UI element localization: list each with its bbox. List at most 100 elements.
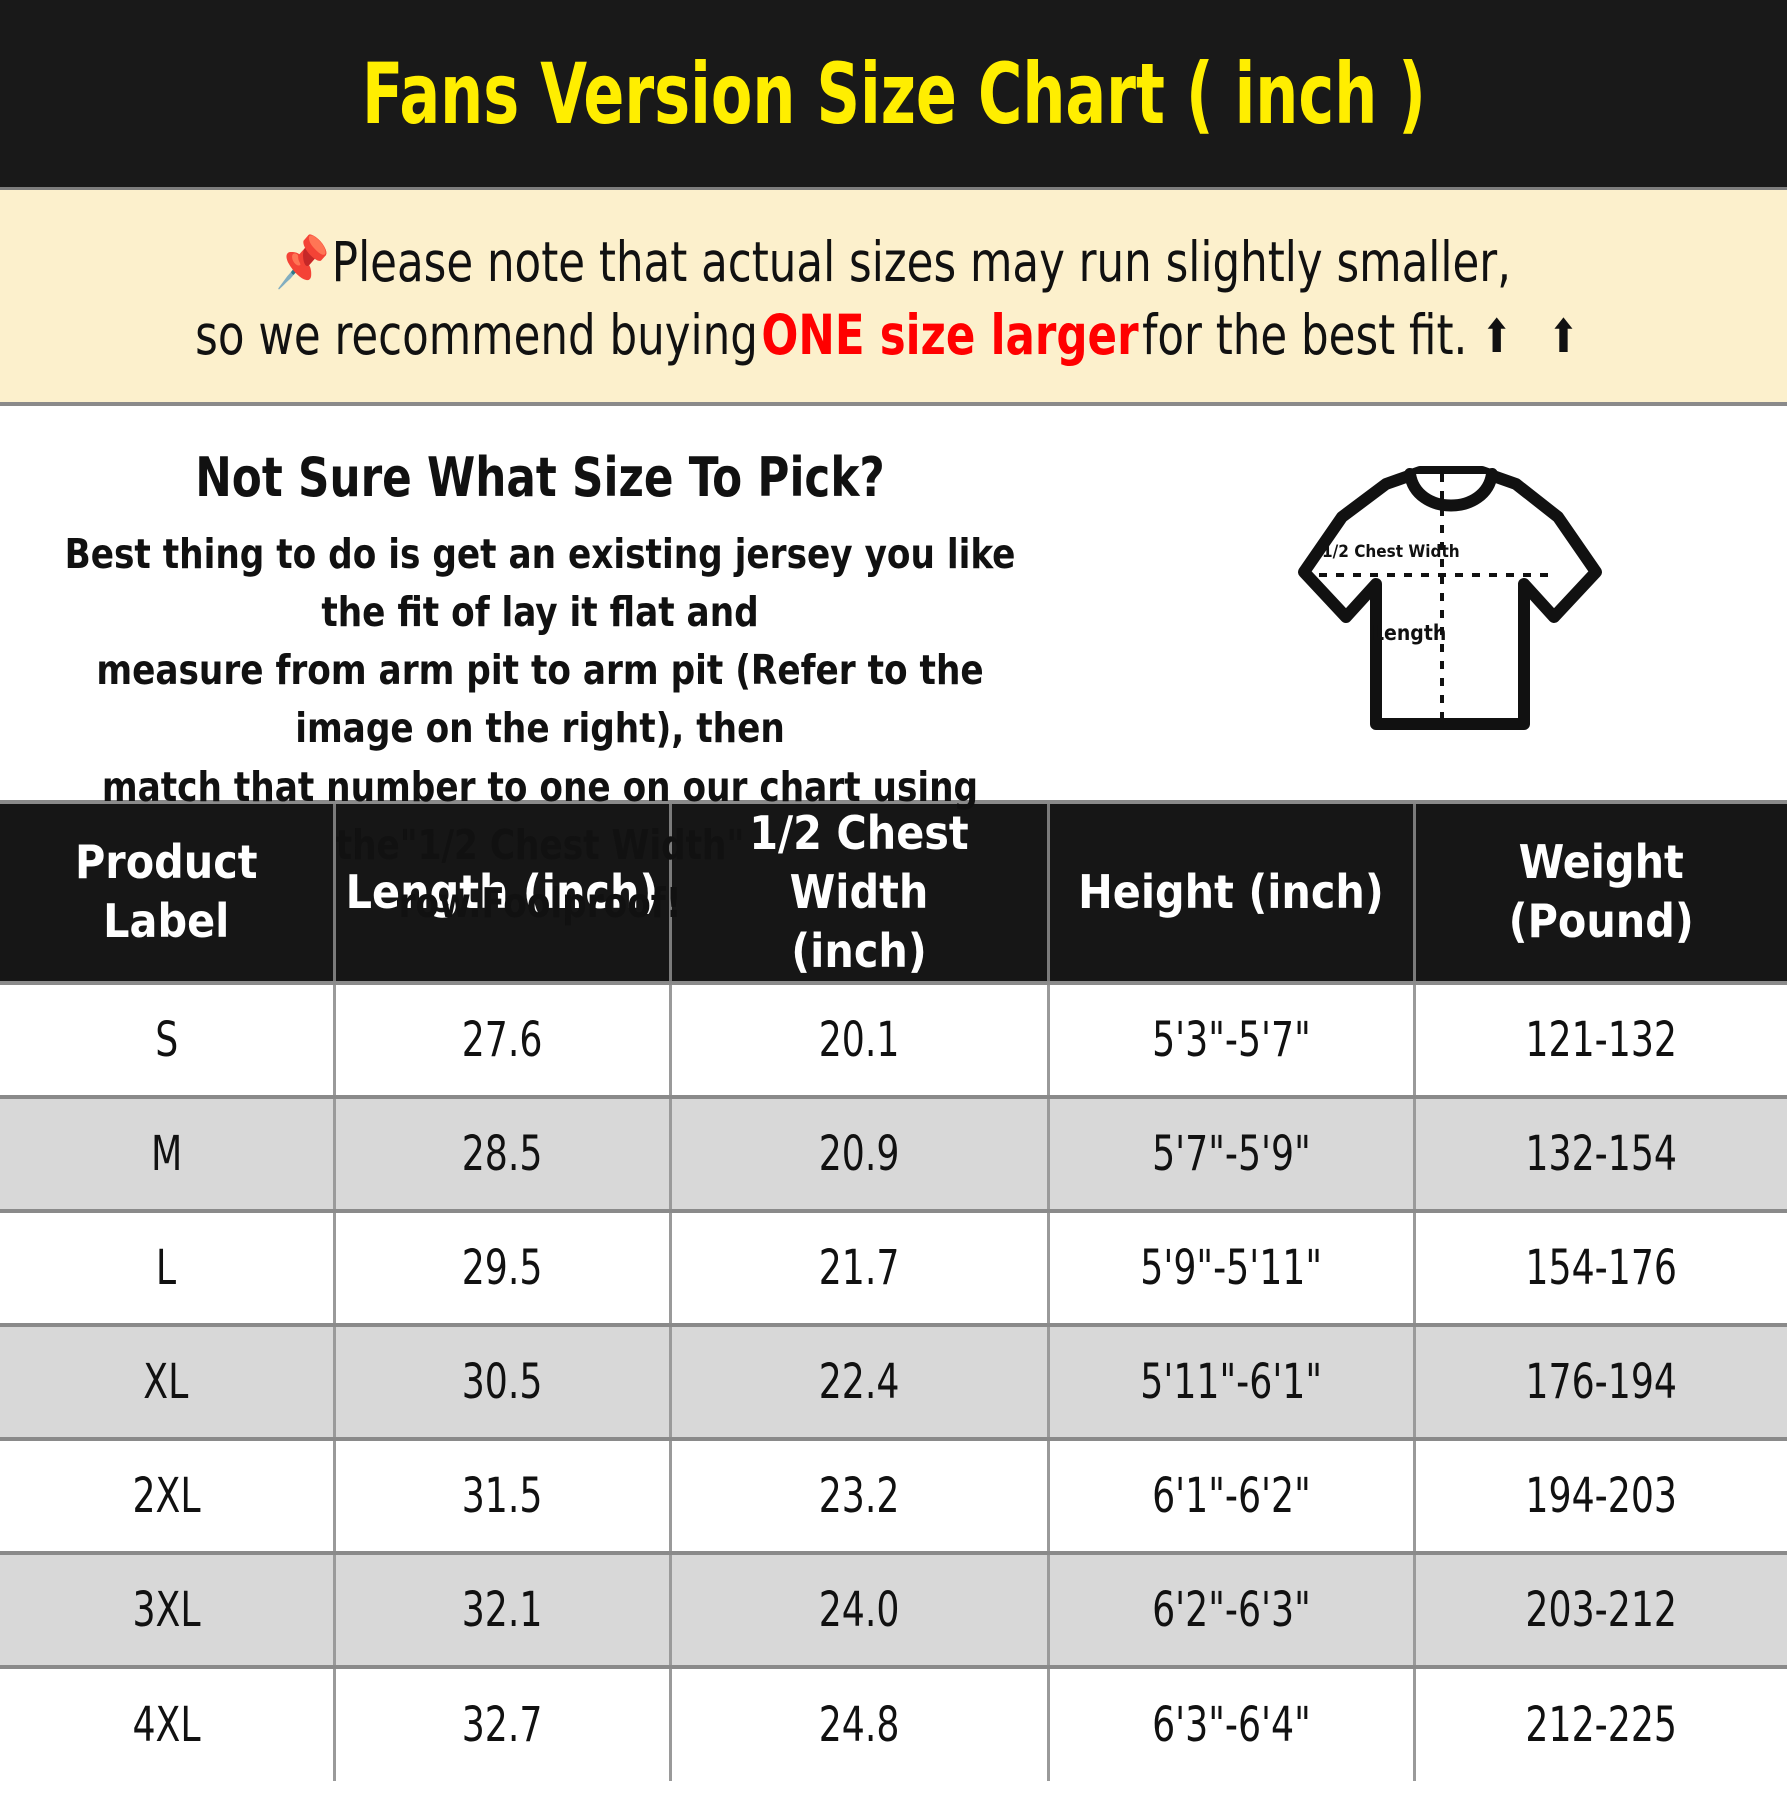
note-line-1: 📌 Please note that actual sizes may run … — [276, 226, 1512, 299]
table-body: S 27.6 20.1 5'3"-5'7" 121-132 M 28.5 20.… — [0, 982, 1787, 1781]
cell-product-label: 3XL — [0, 1552, 336, 1669]
cell-weight: 154-176 — [1414, 1210, 1787, 1327]
cell-text: L — [156, 1239, 177, 1296]
cell-text: 4XL — [132, 1696, 201, 1753]
cell-text: 5'9"-5'11" — [1140, 1239, 1322, 1296]
cell-text: 24.0 — [818, 1581, 900, 1638]
cell-text: 28.5 — [461, 1125, 543, 1182]
cell-text: 6'1"-6'2" — [1151, 1467, 1311, 1524]
cell-text: 21.7 — [818, 1239, 900, 1296]
cell-chest-width: 20.9 — [670, 1096, 1050, 1213]
cell-product-label: M — [0, 1096, 336, 1213]
header-line: (Pound) — [1508, 894, 1694, 949]
tshirt-body-shape — [1297, 466, 1602, 730]
sizing-help-text: Not Sure What Size To Pick? Best thing t… — [0, 406, 1080, 927]
cell-product-label: S — [0, 982, 336, 1099]
cell-product-label: 4XL — [0, 1666, 336, 1781]
header-line: Height (inch) — [1078, 864, 1384, 919]
header-line: (inch) — [791, 923, 927, 978]
cell-height: 6'3"-6'4" — [1048, 1666, 1416, 1781]
cell-text: 23.2 — [818, 1467, 900, 1524]
cell-text: 5'11"-6'1" — [1140, 1353, 1322, 1410]
column-header-length: Length (inch) — [334, 804, 672, 985]
cell-text: 6'2"-6'3" — [1151, 1581, 1311, 1638]
cell-text: 22.4 — [818, 1353, 900, 1410]
cell-text: 29.5 — [461, 1239, 543, 1296]
cell-length: 30.5 — [334, 1324, 672, 1441]
table-row: L 29.5 21.7 5'9"-5'11" 154-176 — [0, 1210, 1787, 1327]
sizing-help-paragraph: Best thing to do is get an existing jers… — [51, 525, 1029, 933]
cell-length: 28.5 — [334, 1096, 672, 1213]
cell-product-label: L — [0, 1210, 336, 1327]
cell-text: S — [154, 1011, 178, 1068]
column-header-height: Height (inch) — [1048, 804, 1416, 985]
cell-height: 6'2"-6'3" — [1048, 1552, 1416, 1669]
paragraph-line: match that number to one on our chart us… — [101, 762, 979, 869]
cell-chest-width: 24.0 — [670, 1552, 1050, 1669]
pushpin-icon: 📌 — [275, 233, 331, 292]
cell-text: 194-203 — [1525, 1467, 1678, 1524]
table-row: 4XL 32.7 24.8 6'3"-6'4" 212-225 — [0, 1666, 1787, 1781]
table-row: M 28.5 20.9 5'7"-5'9" 132-154 — [0, 1096, 1787, 1213]
cell-chest-width: 23.2 — [670, 1438, 1050, 1555]
up-arrow-icon: ⬆ ⬆ — [1481, 309, 1592, 363]
table-row: XL 30.5 22.4 5'11"-6'1" 176-194 — [0, 1324, 1787, 1441]
cell-text: 20.9 — [818, 1125, 900, 1182]
note-line-1-text: Please note that actual sizes may run sl… — [332, 230, 1512, 295]
sizing-help-heading: Not Sure What Size To Pick? — [195, 446, 885, 509]
cell-product-label: 2XL — [0, 1438, 336, 1555]
cell-text: 20.1 — [818, 1011, 900, 1068]
column-header-product-label: Product Label — [0, 804, 336, 985]
cell-text: 24.8 — [818, 1696, 900, 1753]
table-header: Product Label Length (inch) 1/2 Chest Wi… — [0, 804, 1787, 985]
note-line-2-suffix: for the best fit. — [1142, 303, 1468, 367]
table-row: 3XL 32.1 24.0 6'2"-6'3" 203-212 — [0, 1552, 1787, 1669]
tshirt-diagram-icon: 1/2 Chest Width Length — [1297, 466, 1602, 730]
cell-height: 5'7"-5'9" — [1048, 1096, 1416, 1213]
cell-text: 176-194 — [1525, 1353, 1678, 1410]
note-line-2-prefix: so we recommend buying — [195, 303, 759, 367]
cell-text: 32.7 — [461, 1696, 543, 1753]
tshirt-diagram-wrapper: 1/2 Chest Width Length — [1080, 406, 1787, 800]
cell-length: 31.5 — [334, 1438, 672, 1555]
cell-length: 32.1 — [334, 1552, 672, 1669]
note-highlight: ONE size larger — [761, 303, 1139, 367]
cell-weight: 121-132 — [1414, 982, 1787, 1099]
cell-text: 132-154 — [1525, 1125, 1678, 1182]
cell-height: 5'3"-5'7" — [1048, 982, 1416, 1099]
cell-text: 3XL — [132, 1581, 201, 1638]
cell-text: 2XL — [132, 1467, 201, 1524]
length-label: Length — [1372, 621, 1446, 645]
chest-width-label: 1/2 Chest Width — [1322, 542, 1460, 562]
cell-weight: 203-212 — [1414, 1552, 1787, 1669]
cell-chest-width: 24.8 — [670, 1666, 1050, 1781]
cell-chest-width: 22.4 — [670, 1324, 1050, 1441]
cell-chest-width: 21.7 — [670, 1210, 1050, 1327]
cell-height: 6'1"-6'2" — [1048, 1438, 1416, 1555]
cell-length: 32.7 — [334, 1666, 672, 1781]
cell-length: 29.5 — [334, 1210, 672, 1327]
header-line: Label — [103, 894, 230, 949]
tshirt-collar-shape — [1403, 468, 1498, 512]
cell-text: 31.5 — [461, 1467, 543, 1524]
cell-height: 5'11"-6'1" — [1048, 1324, 1416, 1441]
cell-text: 212-225 — [1525, 1696, 1678, 1753]
size-chart-table: Product Label Length (inch) 1/2 Chest Wi… — [0, 804, 1787, 1781]
cell-text: 5'7"-5'9" — [1151, 1125, 1311, 1182]
cell-text: 203-212 — [1525, 1581, 1678, 1638]
cell-text: 6'3"-6'4" — [1151, 1696, 1311, 1753]
cell-text: 154-176 — [1525, 1239, 1678, 1296]
cell-weight: 212-225 — [1414, 1666, 1787, 1781]
cell-height: 5'9"-5'11" — [1048, 1210, 1416, 1327]
table-row: 2XL 31.5 23.2 6'1"-6'2" 194-203 — [0, 1438, 1787, 1555]
paragraph-line: measure from arm pit to arm pit (Refer t… — [96, 646, 984, 753]
cell-weight: 176-194 — [1414, 1324, 1787, 1441]
cell-chest-width: 20.1 — [670, 982, 1050, 1099]
paragraph-line: row.Foolproof! — [398, 879, 682, 927]
header-line: 1/2 Chest Width — [749, 806, 969, 919]
header-line: Length (inch) — [345, 864, 659, 919]
cell-text: XL — [143, 1353, 189, 1410]
cell-text: 5'3"-5'7" — [1151, 1011, 1311, 1068]
cell-product-label: XL — [0, 1324, 336, 1441]
